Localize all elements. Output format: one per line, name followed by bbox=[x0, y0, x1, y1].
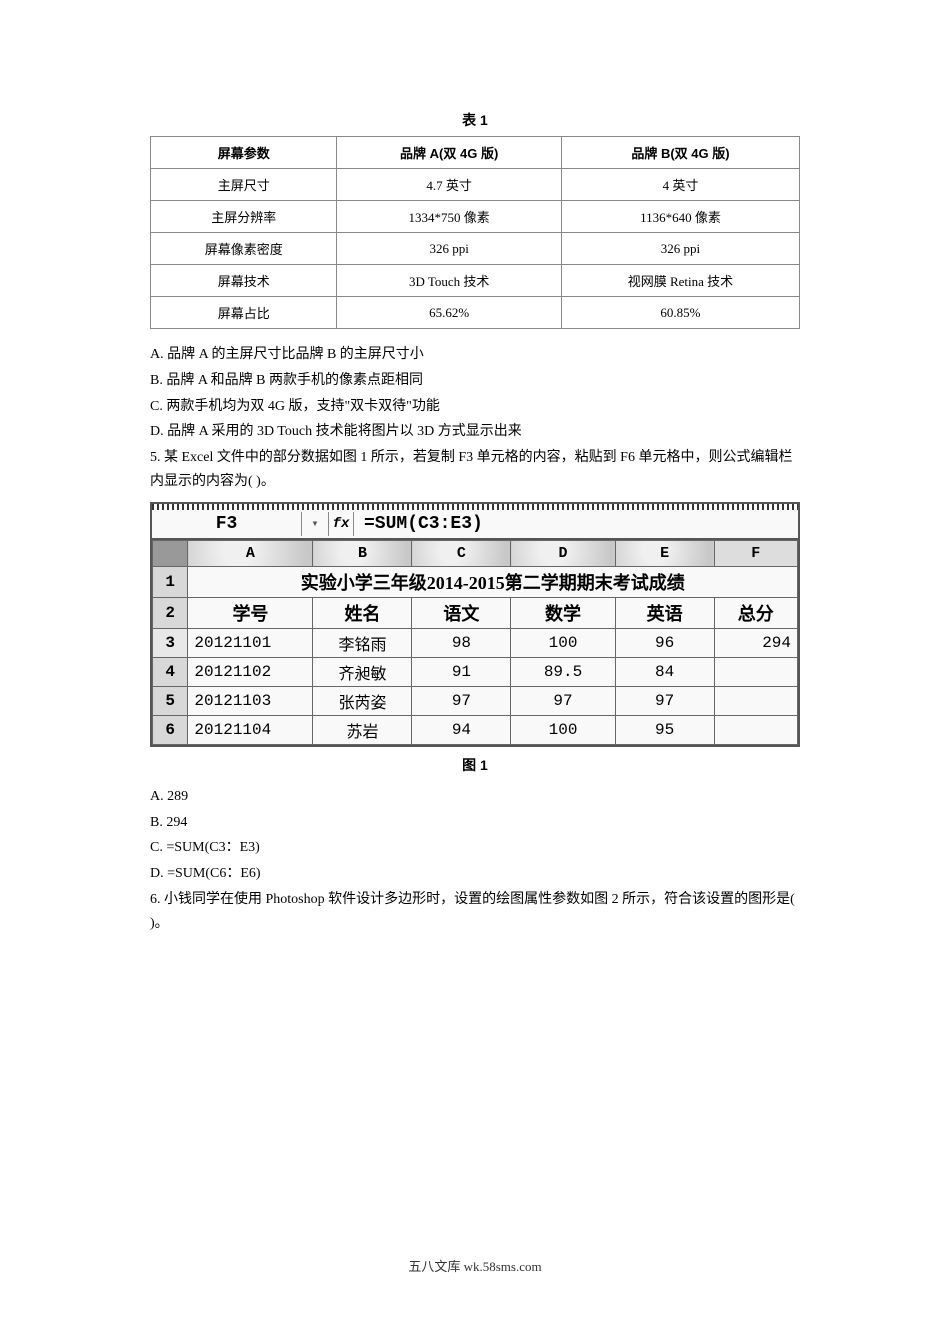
sheet-title[interactable]: 实验小学三年级2014-2015第二学期期末考试成绩 bbox=[188, 566, 798, 597]
data-cell[interactable]: 20121101 bbox=[188, 628, 313, 657]
data-cell[interactable]: 齐昶敏 bbox=[313, 657, 412, 686]
q6-text: 6. 小钱同学在使用 Photoshop 软件设计多边形时，设置的绘图属性参数如… bbox=[150, 888, 800, 936]
name-box-dropdown-icon[interactable]: ▾ bbox=[302, 516, 328, 531]
data-cell[interactable]: 94 bbox=[412, 715, 511, 744]
spec-col-1: 品牌 A(双 4G 版) bbox=[337, 137, 562, 169]
data-cell[interactable]: 20121102 bbox=[188, 657, 313, 686]
option-c: C. 两款手机均为双 4G 版，支持"双卡双待"功能 bbox=[150, 395, 800, 419]
cell: 4.7 英寸 bbox=[337, 169, 562, 201]
hdr-cell[interactable]: 数学 bbox=[511, 597, 615, 628]
col-header-f[interactable]: F bbox=[714, 540, 797, 566]
row-header-6[interactable]: 6 bbox=[153, 715, 188, 744]
option-a: A. 289 bbox=[150, 785, 800, 809]
data-cell[interactable]: 95 bbox=[615, 715, 714, 744]
data-cell[interactable]: 294 bbox=[714, 628, 797, 657]
cell: 60.85% bbox=[561, 297, 799, 329]
hdr-cell[interactable]: 学号 bbox=[188, 597, 313, 628]
option-b: B. 品牌 A 和品牌 B 两款手机的像素点距相同 bbox=[150, 369, 800, 393]
cell: 主屏尺寸 bbox=[151, 169, 337, 201]
col-header-b[interactable]: B bbox=[313, 540, 412, 566]
hdr-cell[interactable]: 总分 bbox=[714, 597, 797, 628]
option-d: D. 品牌 A 采用的 3D Touch 技术能将图片以 3D 方式显示出来 bbox=[150, 420, 800, 444]
spec-table: 屏幕参数 品牌 A(双 4G 版) 品牌 B(双 4G 版) 主屏尺寸 4.7 … bbox=[150, 136, 800, 329]
cell: 1334*750 像素 bbox=[337, 201, 562, 233]
data-cell[interactable] bbox=[714, 715, 797, 744]
q5-paragraph: 5. 某 Excel 文件中的部分数据如图 1 所示，若复制 F3 单元格的内容… bbox=[150, 446, 800, 494]
q5-text: 5. 某 Excel 文件中的部分数据如图 1 所示，若复制 F3 单元格的内容… bbox=[150, 446, 800, 494]
name-box[interactable]: F3 bbox=[152, 512, 302, 536]
data-cell[interactable]: 91 bbox=[412, 657, 511, 686]
table-row: 屏幕像素密度 326 ppi 326 ppi bbox=[151, 233, 800, 265]
data-cell[interactable]: 97 bbox=[412, 686, 511, 715]
col-header-d[interactable]: D bbox=[511, 540, 615, 566]
data-cell[interactable]: 李铭雨 bbox=[313, 628, 412, 657]
hdr-cell[interactable]: 语文 bbox=[412, 597, 511, 628]
table-row: 屏幕技术 3D Touch 技术 视网膜 Retina 技术 bbox=[151, 265, 800, 297]
hdr-cell[interactable]: 英语 bbox=[615, 597, 714, 628]
row-header-1[interactable]: 1 bbox=[153, 566, 188, 597]
fx-icon[interactable]: fx bbox=[328, 512, 354, 536]
fig1-caption: 图 1 bbox=[150, 755, 800, 775]
cell: 65.62% bbox=[337, 297, 562, 329]
row-header-2[interactable]: 2 bbox=[153, 597, 188, 628]
data-cell[interactable]: 100 bbox=[511, 628, 615, 657]
data-cell[interactable]: 96 bbox=[615, 628, 714, 657]
cell: 屏幕技术 bbox=[151, 265, 337, 297]
excel-grid: A B C D E F 1 实验小学三年级2014-2015第二学期期末考试成绩… bbox=[152, 540, 798, 745]
data-cell[interactable]: 20121103 bbox=[188, 686, 313, 715]
cell: 326 ppi bbox=[337, 233, 562, 265]
spec-col-2: 品牌 B(双 4G 版) bbox=[561, 137, 799, 169]
table-row: 屏幕占比 65.62% 60.85% bbox=[151, 297, 800, 329]
cell: 326 ppi bbox=[561, 233, 799, 265]
hdr-cell[interactable]: 姓名 bbox=[313, 597, 412, 628]
col-header-a[interactable]: A bbox=[188, 540, 313, 566]
data-cell[interactable]: 苏岩 bbox=[313, 715, 412, 744]
data-cell[interactable] bbox=[714, 657, 797, 686]
cell: 视网膜 Retina 技术 bbox=[561, 265, 799, 297]
option-b: B. 294 bbox=[150, 811, 800, 835]
spec-col-0: 屏幕参数 bbox=[151, 137, 337, 169]
option-a: A. 品牌 A 的主屏尺寸比品牌 B 的主屏尺寸小 bbox=[150, 343, 800, 367]
q4-options: A. 品牌 A 的主屏尺寸比品牌 B 的主屏尺寸小 B. 品牌 A 和品牌 B … bbox=[150, 343, 800, 444]
data-cell[interactable]: 84 bbox=[615, 657, 714, 686]
row-header-5[interactable]: 5 bbox=[153, 686, 188, 715]
cell: 4 英寸 bbox=[561, 169, 799, 201]
table-row: 主屏分辨率 1334*750 像素 1136*640 像素 bbox=[151, 201, 800, 233]
data-cell[interactable]: 张芮姿 bbox=[313, 686, 412, 715]
q5-options: A. 289 B. 294 C. =SUM(C3：E3) D. =SUM(C6：… bbox=[150, 785, 800, 886]
cell: 1136*640 像素 bbox=[561, 201, 799, 233]
q6-paragraph: 6. 小钱同学在使用 Photoshop 软件设计多边形时，设置的绘图属性参数如… bbox=[150, 888, 800, 936]
table1-caption: 表 1 bbox=[150, 110, 800, 130]
data-cell[interactable] bbox=[714, 686, 797, 715]
col-header-c[interactable]: C bbox=[412, 540, 511, 566]
cell: 3D Touch 技术 bbox=[337, 265, 562, 297]
table-row: 主屏尺寸 4.7 英寸 4 英寸 bbox=[151, 169, 800, 201]
col-header-e[interactable]: E bbox=[615, 540, 714, 566]
data-cell[interactable]: 89.5 bbox=[511, 657, 615, 686]
cell: 屏幕占比 bbox=[151, 297, 337, 329]
corner-cell[interactable] bbox=[153, 540, 188, 566]
data-cell[interactable]: 98 bbox=[412, 628, 511, 657]
row-header-3[interactable]: 3 bbox=[153, 628, 188, 657]
excel-screenshot: F3 ▾ fx =SUM(C3:E3) A B C D E F 1 实验小学三年… bbox=[150, 502, 800, 747]
data-cell[interactable]: 97 bbox=[511, 686, 615, 715]
option-c: C. =SUM(C3：E3) bbox=[150, 836, 800, 860]
footer: 五八文库 wk.58sms.com bbox=[150, 1256, 800, 1275]
formula-bar: F3 ▾ fx =SUM(C3:E3) bbox=[152, 510, 798, 540]
option-d: D. =SUM(C6：E6) bbox=[150, 862, 800, 886]
cell: 屏幕像素密度 bbox=[151, 233, 337, 265]
data-cell[interactable]: 97 bbox=[615, 686, 714, 715]
formula-content[interactable]: =SUM(C3:E3) bbox=[354, 512, 798, 536]
data-cell[interactable]: 100 bbox=[511, 715, 615, 744]
data-cell[interactable]: 20121104 bbox=[188, 715, 313, 744]
row-header-4[interactable]: 4 bbox=[153, 657, 188, 686]
cell: 主屏分辨率 bbox=[151, 201, 337, 233]
